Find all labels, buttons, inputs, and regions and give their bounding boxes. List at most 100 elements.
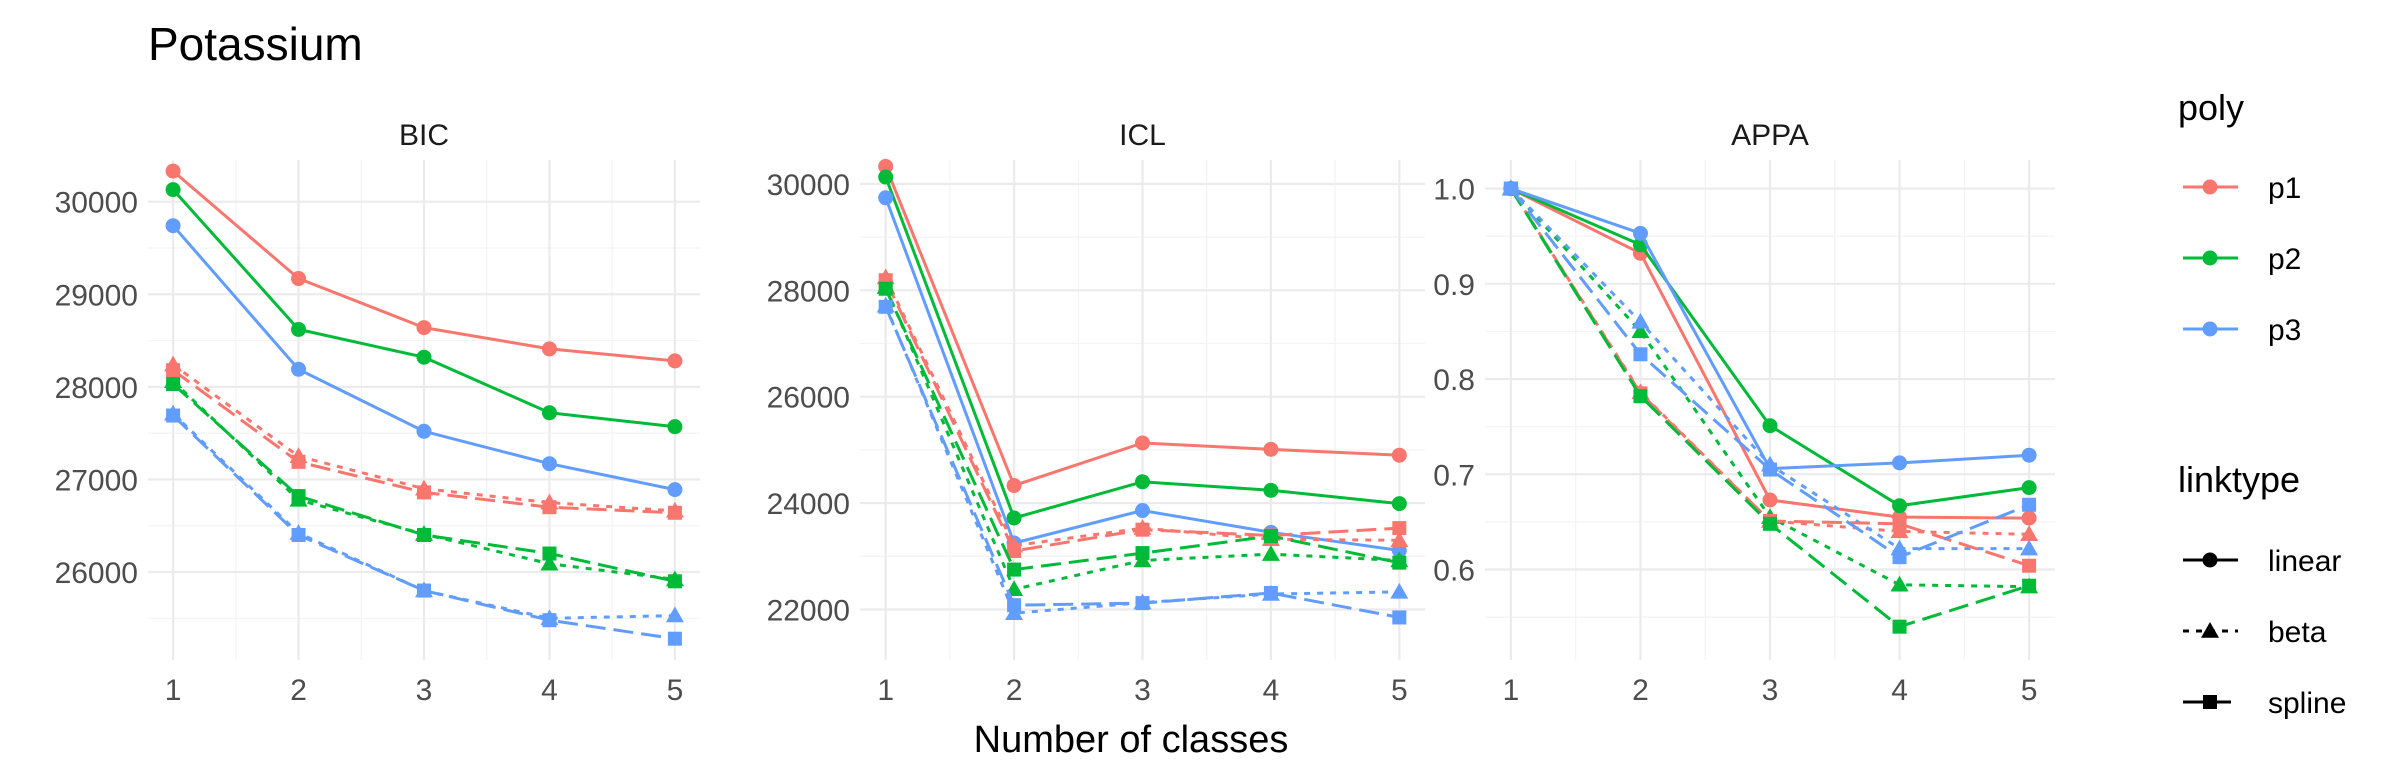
y-tick-label: 26000 <box>767 382 850 415</box>
legend-item-p1: p1 <box>2183 172 2301 205</box>
data-point <box>667 482 683 498</box>
legend-title-poly: poly <box>2178 87 2244 128</box>
legend-label: beta <box>2268 616 2327 649</box>
data-point <box>665 606 684 623</box>
facet-label: ICL <box>1119 119 1166 152</box>
data-point <box>165 163 181 179</box>
y-tick-label: 30000 <box>767 169 850 202</box>
x-tick-label: 5 <box>1391 674 1408 707</box>
data-point <box>1763 516 1777 531</box>
data-point <box>667 353 683 369</box>
series-p3-spline <box>1503 181 2037 565</box>
data-point <box>542 546 557 561</box>
y-tick-label: 26000 <box>55 557 138 590</box>
data-point <box>2020 525 2039 542</box>
data-point <box>1892 498 1908 514</box>
data-point <box>1391 496 1407 512</box>
series-p2-linear <box>878 169 1407 526</box>
x-tick-label: 5 <box>2021 674 2038 707</box>
series-line <box>1509 187 2030 536</box>
data-point <box>2021 480 2037 496</box>
data-point <box>878 299 893 314</box>
data-point <box>1890 575 1909 592</box>
data-point <box>1390 582 1409 599</box>
legend-item-linear: linear <box>2183 545 2341 578</box>
series-p2-linear <box>1503 181 2037 514</box>
data-point <box>1633 389 1648 404</box>
data-point <box>1135 596 1150 611</box>
data-point <box>540 554 559 571</box>
y-tick-label: 0.6 <box>1433 555 1475 588</box>
x-tick-label: 4 <box>1891 674 1908 707</box>
data-point <box>1390 531 1409 548</box>
data-point <box>1263 482 1279 498</box>
panel-appa: APPA 0.6 0.7 0.8 0.9 1.0 1 2 3 4 5 <box>1433 119 2055 707</box>
x-tick-label: 2 <box>1632 674 1649 707</box>
data-point <box>2022 558 2037 573</box>
data-point <box>1892 516 1907 531</box>
data-point <box>1763 462 1777 477</box>
data-point <box>1006 478 1022 494</box>
panel-bic: BIC 26000 27000 28000 29000 30000 1 2 3 4 5 <box>55 119 700 707</box>
legend-label: linear <box>2268 545 2341 578</box>
legend-key-marker <box>2202 321 2218 337</box>
data-point <box>878 281 893 296</box>
data-point <box>291 361 307 377</box>
data-point <box>1503 181 1518 196</box>
data-point <box>1633 347 1648 362</box>
y-tick-label: 28000 <box>767 275 850 308</box>
data-point <box>1135 503 1150 519</box>
data-point <box>1892 550 1907 565</box>
x-axis-title: Number of classes <box>974 719 1289 761</box>
data-point <box>878 169 894 185</box>
data-point <box>667 505 682 520</box>
data-point <box>1263 585 1278 600</box>
series-p1-spline <box>166 363 682 520</box>
data-point <box>1392 610 1407 625</box>
data-point <box>1392 521 1407 536</box>
data-point <box>1007 598 1022 613</box>
y-tick-label: 27000 <box>55 464 138 497</box>
legend-item-p3: p3 <box>2183 314 2301 347</box>
series-p1-linear <box>165 163 683 369</box>
legend-label: p1 <box>2268 172 2301 205</box>
data-point <box>1392 555 1407 570</box>
series-line <box>172 412 675 620</box>
data-point <box>291 454 306 469</box>
x-tick-label: 3 <box>1762 674 1779 707</box>
data-point <box>1007 562 1022 577</box>
data-point <box>2021 447 2037 463</box>
data-point <box>1632 225 1648 241</box>
series-p3-spline <box>878 299 1407 625</box>
legend-label: spline <box>2268 687 2346 720</box>
data-point <box>1391 447 1407 463</box>
legend-title-linktype: linktype <box>2178 459 2300 500</box>
legend-key-marker <box>2202 179 2218 195</box>
legend-label: p3 <box>2268 314 2301 347</box>
data-point <box>878 158 894 174</box>
legend-item-p2: p2 <box>2183 243 2301 276</box>
data-point <box>1263 529 1278 544</box>
x-tick-label: 2 <box>290 674 307 707</box>
data-point <box>165 182 181 198</box>
data-point <box>2022 497 2037 512</box>
data-point <box>1135 546 1150 561</box>
series-p3-linear <box>165 218 683 498</box>
data-point <box>1762 492 1778 508</box>
series-p1-linear <box>878 158 1407 494</box>
y-tick-label: 29000 <box>55 279 138 312</box>
y-tick-label: 30000 <box>55 187 138 220</box>
data-point <box>878 190 894 206</box>
data-point <box>1135 522 1150 537</box>
y-tick-label: 28000 <box>55 372 138 405</box>
legend-key-marker <box>2202 250 2218 266</box>
y-tick-label: 24000 <box>767 488 850 521</box>
x-tick-label: 4 <box>541 674 558 707</box>
x-tick-label: 2 <box>1006 674 1023 707</box>
series-line <box>884 305 1400 615</box>
data-point <box>1006 510 1022 526</box>
data-point <box>416 423 432 439</box>
data-point <box>166 363 181 378</box>
x-tick-label: 5 <box>667 674 684 707</box>
data-point <box>1007 543 1022 558</box>
